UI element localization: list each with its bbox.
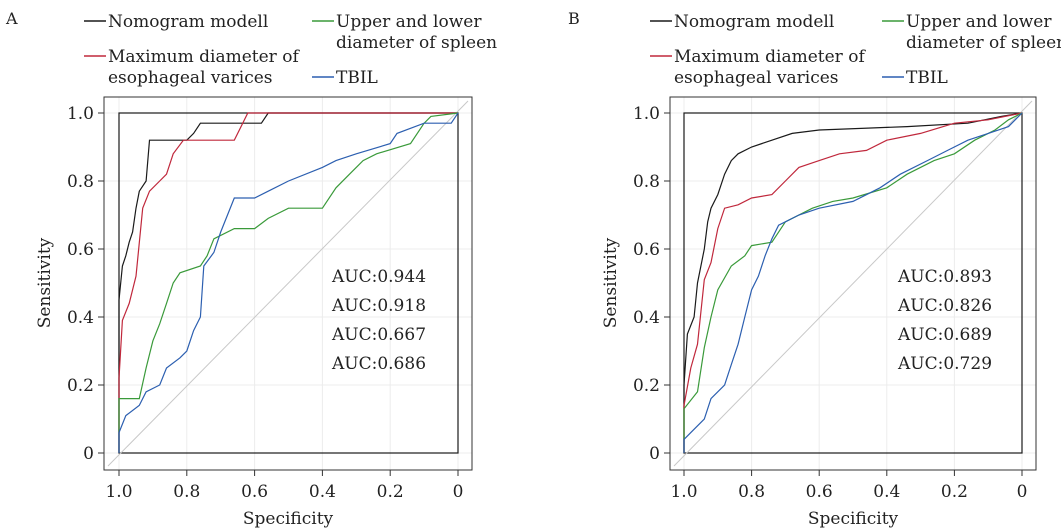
- auc-label-varices: AUC:0.918: [331, 296, 426, 316]
- auc-label-varices: AUC:0.826: [897, 296, 992, 316]
- y-tick-label: 0.2: [67, 376, 94, 396]
- auc-label-tbil: AUC:0.686: [331, 354, 426, 374]
- y-tick-label: 1.0: [67, 104, 94, 124]
- plot-frame: [669, 96, 1037, 471]
- x-tick-label: 0.8: [173, 482, 200, 502]
- legend-label-varices-line1: Maximum diameter of: [674, 47, 866, 67]
- legend-label-varices: Maximum diameter of esophageal varices: [674, 47, 870, 88]
- x-tick-label: 0.6: [806, 482, 833, 502]
- reference-diagonal: [107, 100, 469, 467]
- y-axis-title: Sensitivity: [35, 237, 55, 328]
- roc-line-maximum-diameter-of-esophageal-varices: [683, 112, 1023, 453]
- x-axis-title: Specificity: [243, 509, 334, 529]
- legend-label-spleen-line1: Upper and lower: [336, 12, 482, 32]
- auc-labels: AUC:0.944 AUC:0.918 AUC:0.667 AUC:0.686: [331, 267, 426, 374]
- legend: Nomogram modell Maximum diameter of esop…: [84, 12, 497, 88]
- x-tick-label: 0.8: [738, 482, 765, 502]
- x-tick-label: 0.6: [241, 482, 268, 502]
- auc-label-nomogram: AUC:0.893: [897, 267, 992, 287]
- x-tick-label: 0.2: [941, 482, 968, 502]
- roc-line-nomogram-modell: [683, 112, 1023, 453]
- reference-diagonal: [673, 100, 1033, 467]
- legend-label-spleen: Upper and lower diameter of spleen: [336, 12, 497, 53]
- roc-line-tbil: [118, 112, 459, 453]
- y-tick-label: 0.8: [633, 172, 660, 192]
- auc-labels: AUC:0.893 AUC:0.826 AUC:0.689 AUC:0.729: [897, 267, 992, 374]
- x-tick-label: 0: [1017, 482, 1028, 502]
- y-tick-label: 0.2: [633, 376, 660, 396]
- y-tick-label: 0.6: [633, 240, 660, 260]
- plot-frame: [103, 96, 473, 471]
- x-tick-label: 0.4: [873, 482, 900, 502]
- auc-label-nomogram: AUC:0.944: [331, 267, 426, 287]
- roc-line-maximum-diameter-of-esophageal-varices: [118, 112, 458, 453]
- x-tick-label: 0: [453, 482, 464, 502]
- panel-label: B: [568, 9, 580, 28]
- panel-b: B Nomogram modell Maximum diameter of es…: [568, 9, 1061, 529]
- legend-label-tbil: TBIL: [906, 68, 948, 88]
- legend-label-varices-line1: Maximum diameter of: [108, 47, 300, 67]
- auc-label-spleen: AUC:0.667: [331, 325, 426, 345]
- plot-area: 1.0 0.8 0.6 0.4 0.2 0 0 0.2 0.4 0.6 0.8 1.0: [633, 96, 1037, 502]
- legend-label-spleen: Upper and lower diameter of spleen: [906, 12, 1061, 53]
- x-tick-label: 0.2: [377, 482, 404, 502]
- y-tick-label: 0: [649, 444, 660, 464]
- x-tick-label: 1.0: [105, 482, 132, 502]
- panel-label: A: [5, 9, 18, 28]
- y-tick-label: 0: [83, 444, 94, 464]
- x-tick-label: 0.4: [309, 482, 336, 502]
- y-tick-label: 0.8: [67, 172, 94, 192]
- plot-area: 1.0 0.8 0.6 0.4 0.2 0 0 0.2 0.4 0.6 0.8 1.0: [67, 96, 473, 502]
- legend-label-varices-line2: esophageal varices: [108, 68, 273, 88]
- legend-label-spleen-line2: diameter of spleen: [336, 33, 497, 53]
- auc-label-spleen: AUC:0.689: [897, 325, 992, 345]
- roc-line-nomogram-modell: [118, 112, 458, 453]
- panel-a: A Nomogram modell Maximum diameter of es…: [5, 9, 497, 529]
- roc-line-tbil: [683, 112, 1023, 453]
- legend-label-nomogram: Nomogram modell: [674, 12, 834, 32]
- y-tick-label: 0.4: [67, 308, 94, 328]
- y-tick-label: 0.6: [67, 240, 94, 260]
- legend: Nomogram modell Maximum diameter of esop…: [650, 12, 1061, 88]
- roc-line-upper-and-lower-diameter-of-spleen: [118, 112, 459, 453]
- y-axis-title: Sensitivity: [601, 237, 621, 328]
- legend-label-spleen-line2: diameter of spleen: [906, 33, 1061, 53]
- x-tick-label: 1.0: [670, 482, 697, 502]
- legend-label-tbil: TBIL: [336, 68, 378, 88]
- legend-label-nomogram: Nomogram modell: [108, 12, 268, 32]
- auc-label-tbil: AUC:0.729: [897, 354, 992, 374]
- roc-inner-box: [683, 112, 1023, 454]
- y-tick-label: 0.4: [633, 308, 660, 328]
- legend-label-varices: Maximum diameter of esophageal varices: [108, 47, 304, 88]
- legend-label-varices-line2: esophageal varices: [674, 68, 839, 88]
- x-axis-title: Specificity: [808, 509, 899, 529]
- y-tick-label: 1.0: [633, 104, 660, 124]
- legend-label-spleen-line1: Upper and lower: [906, 12, 1052, 32]
